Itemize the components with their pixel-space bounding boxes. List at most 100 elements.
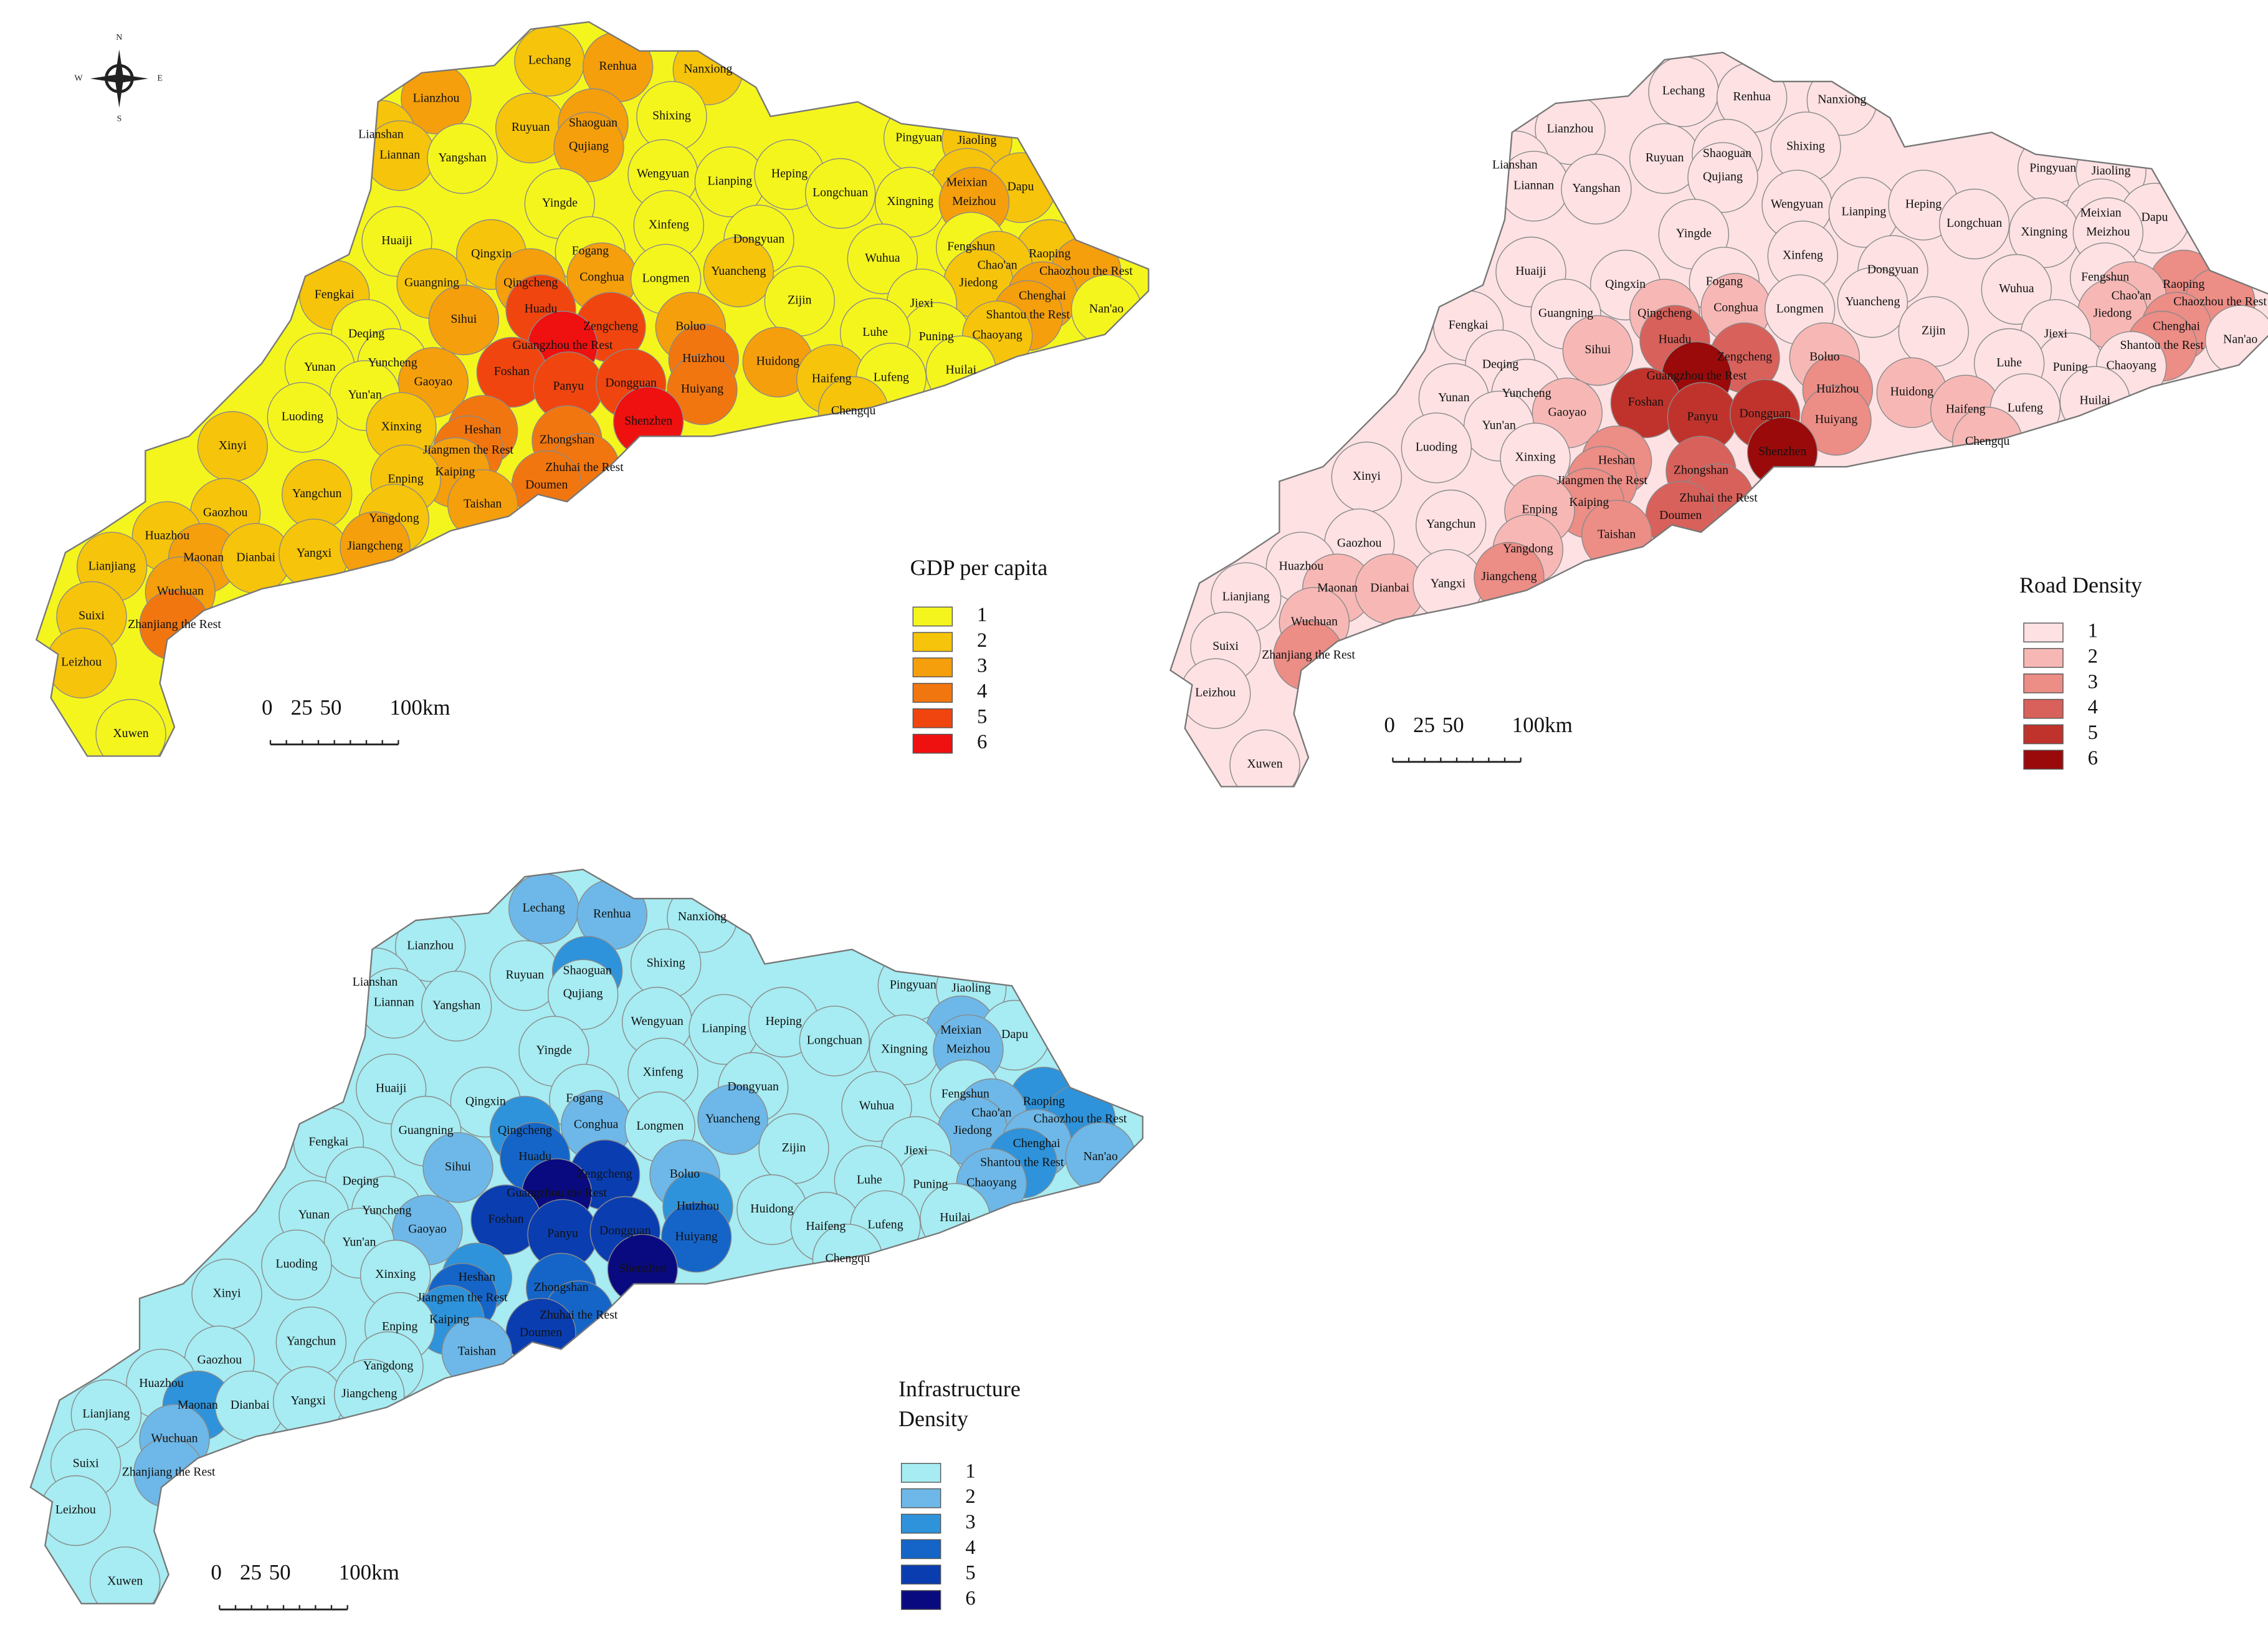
place-label: Huilai <box>946 363 977 377</box>
legend-swatch <box>900 1488 941 1508</box>
place-label: Nan'ao <box>1084 1150 1118 1163</box>
place-label: Fengkai <box>315 287 355 301</box>
region <box>1561 153 1632 225</box>
legend-label: 6 <box>965 1588 975 1610</box>
place-label: Chaoyang <box>966 1176 1016 1189</box>
place-label: Wuchuan <box>151 1432 198 1445</box>
place-label: Maonan <box>178 1398 218 1412</box>
legend-title: Road Density <box>2019 572 2142 598</box>
compass-letter: W <box>74 74 83 83</box>
place-label: Puning <box>919 330 954 343</box>
place-label: Renhua <box>1733 90 1771 103</box>
place-label: Fogang <box>1706 274 1743 288</box>
place-label: Qingcheng <box>503 276 558 290</box>
place-label: Huidong <box>750 1202 793 1216</box>
place-label: Conghua <box>579 270 624 283</box>
place-label: Sihui <box>1584 343 1611 356</box>
place-label: Dongguan <box>605 376 657 390</box>
legend-swatch <box>900 1462 941 1483</box>
place-label: Liannan <box>379 148 420 161</box>
place-label: Chenghai <box>1013 1136 1060 1150</box>
place-label: Chaozhou the Rest <box>1039 264 1133 278</box>
place-label: Lianshan <box>358 128 404 141</box>
province-outline <box>29 869 1144 1604</box>
place-label: Huiyang <box>675 1229 718 1243</box>
region <box>1801 384 1872 456</box>
scale-label: 25 <box>1413 713 1435 737</box>
place-label: Guangning <box>404 276 459 290</box>
region <box>1229 729 1300 787</box>
place-label: Yuancheng <box>1845 295 1900 308</box>
place-label: Enping <box>382 1320 417 1333</box>
place-label: Shixing <box>647 956 685 970</box>
place-label: Meixian <box>940 1023 981 1037</box>
place-label: Shenzhen <box>1758 444 1806 458</box>
place-label: Huaiji <box>1515 264 1546 278</box>
place-label: Heping <box>765 1014 801 1028</box>
place-label: Fengshun <box>947 239 995 253</box>
place-label: Huadu <box>518 1150 551 1163</box>
place-label: Huilai <box>940 1211 971 1224</box>
place-label: Fengkai <box>1449 318 1489 331</box>
place-label: Fengshun <box>941 1087 989 1101</box>
region <box>697 1084 768 1155</box>
place-label: Chaozhou the Rest <box>1034 1112 1127 1125</box>
place-label: Nanxiong <box>684 62 732 76</box>
place-label: Panyu <box>553 379 584 393</box>
place-label: Huaiji <box>376 1081 407 1095</box>
place-label: Taishan <box>1598 527 1636 541</box>
place-label: Liannan <box>1513 178 1554 192</box>
place-label: Xuwen <box>107 1574 143 1588</box>
place-label: Chaoyang <box>2106 359 2156 373</box>
region <box>1401 412 1472 483</box>
legend-label: 3 <box>2088 670 2098 693</box>
legend-label: 5 <box>2088 721 2098 744</box>
place-label: Boluo <box>670 1167 700 1181</box>
compass-letter: S <box>117 115 122 124</box>
place-label: Jiexi <box>910 296 934 310</box>
legend-swatch <box>900 1564 941 1585</box>
legend-swatch <box>900 1513 941 1534</box>
place-label: Yuancheng <box>711 264 766 278</box>
place-label: Meizhou <box>2086 225 2130 239</box>
region <box>422 1132 493 1203</box>
place-label: Yangdong <box>1503 542 1553 556</box>
place-label: Chaozhou the Rest <box>2173 295 2267 308</box>
legend-swatch <box>912 606 953 627</box>
place-label: Dianbai <box>1370 581 1409 595</box>
scale-label: 0 <box>211 1560 222 1584</box>
place-label: Lianshan <box>1492 158 1538 172</box>
place-label: Longmen <box>636 1119 684 1133</box>
place-label: Deqing <box>342 1174 378 1188</box>
place-label: Suixi <box>79 609 105 622</box>
place-label: Xinxing <box>381 420 422 434</box>
place-label: Shixing <box>1786 139 1825 153</box>
place-label: Longchuan <box>1946 216 2002 230</box>
compass-arrows <box>90 49 148 108</box>
legend-swatch <box>912 733 953 754</box>
place-label: Luhe <box>862 325 888 339</box>
place-label: Zengcheng <box>578 1167 632 1181</box>
place-label: Wengyuan <box>631 1014 684 1028</box>
scale-label: 50 <box>320 695 341 720</box>
place-label: Xingning <box>2021 225 2067 239</box>
place-label: Huazhou <box>139 1376 184 1390</box>
legend-label: 4 <box>2088 696 2098 718</box>
scale-label: 0 <box>262 695 273 720</box>
place-label: Leizhou <box>55 1503 96 1517</box>
compass-letter: N <box>116 33 122 42</box>
place-label: Shantou the Rest <box>980 1155 1064 1169</box>
place-label: Chenghai <box>1019 289 1066 303</box>
place-label: Pingyuan <box>895 130 942 144</box>
place-label: Lianjiang <box>1222 590 1270 604</box>
place-label: Xuwen <box>113 726 148 740</box>
legend-title: GDP per capita <box>910 555 1048 580</box>
region <box>428 284 500 356</box>
place-label: Zengcheng <box>1717 350 1772 364</box>
place-label: Lianping <box>708 174 753 188</box>
place-label: Zengcheng <box>583 320 638 333</box>
place-label: Xinyi <box>212 1286 241 1300</box>
place-label: Wuchuan <box>1291 614 1338 628</box>
place-label: Ruyuan <box>505 968 544 981</box>
place-label: Foshan <box>494 364 530 378</box>
